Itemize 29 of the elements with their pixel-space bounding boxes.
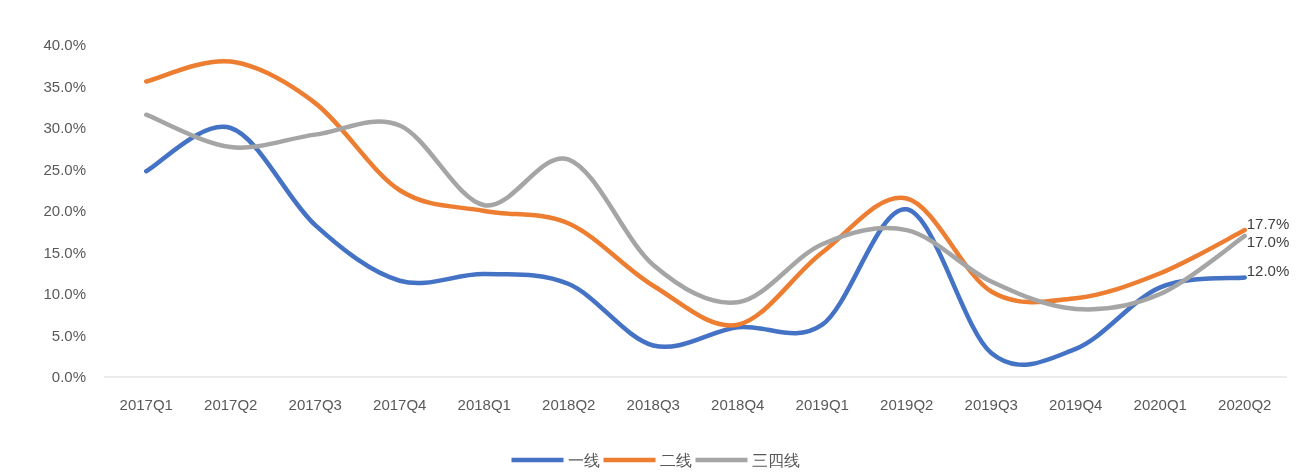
y-tick-label: 30.0% — [43, 119, 86, 136]
y-tick-label: 40.0% — [43, 36, 86, 53]
x-tick-label: 2018Q2 — [542, 396, 596, 413]
x-tick-label: 2019Q1 — [795, 396, 849, 413]
x-tick-label: 2018Q4 — [711, 396, 765, 413]
y-tick-label: 5.0% — [51, 326, 86, 344]
legend-label: 一线 — [567, 452, 600, 469]
y-tick-label: 0.0% — [51, 368, 86, 385]
y-tick-label: 15.0% — [43, 243, 86, 261]
x-tick-label: 2017Q1 — [119, 396, 173, 413]
data-label: 17.0% — [1246, 233, 1290, 251]
x-tick-label: 2017Q4 — [373, 396, 427, 413]
y-tick-label: 10.0% — [43, 285, 86, 302]
x-tick-label: 2020Q2 — [1218, 396, 1272, 413]
data-label: 12.0% — [1246, 262, 1290, 280]
y-tick-label: 35.0% — [43, 77, 86, 95]
x-tick-label: 2020Q1 — [1133, 396, 1187, 413]
x-tick-label: 2017Q3 — [288, 396, 342, 413]
data-label: 17.7% — [1246, 215, 1290, 233]
x-tick-label: 2019Q2 — [880, 396, 934, 413]
legend-label: 二线 — [659, 452, 692, 469]
y-tick-label: 20.0% — [43, 202, 86, 219]
x-tick-label: 2019Q4 — [1049, 396, 1103, 413]
x-tick-label: 2017Q2 — [204, 396, 258, 413]
legend-label: 三四线 — [751, 452, 800, 469]
x-tick-label: 2018Q3 — [626, 396, 680, 413]
x-tick-label: 2018Q1 — [457, 396, 511, 413]
x-tick-label: 2019Q3 — [964, 396, 1018, 413]
y-tick-label: 25.0% — [43, 160, 86, 178]
